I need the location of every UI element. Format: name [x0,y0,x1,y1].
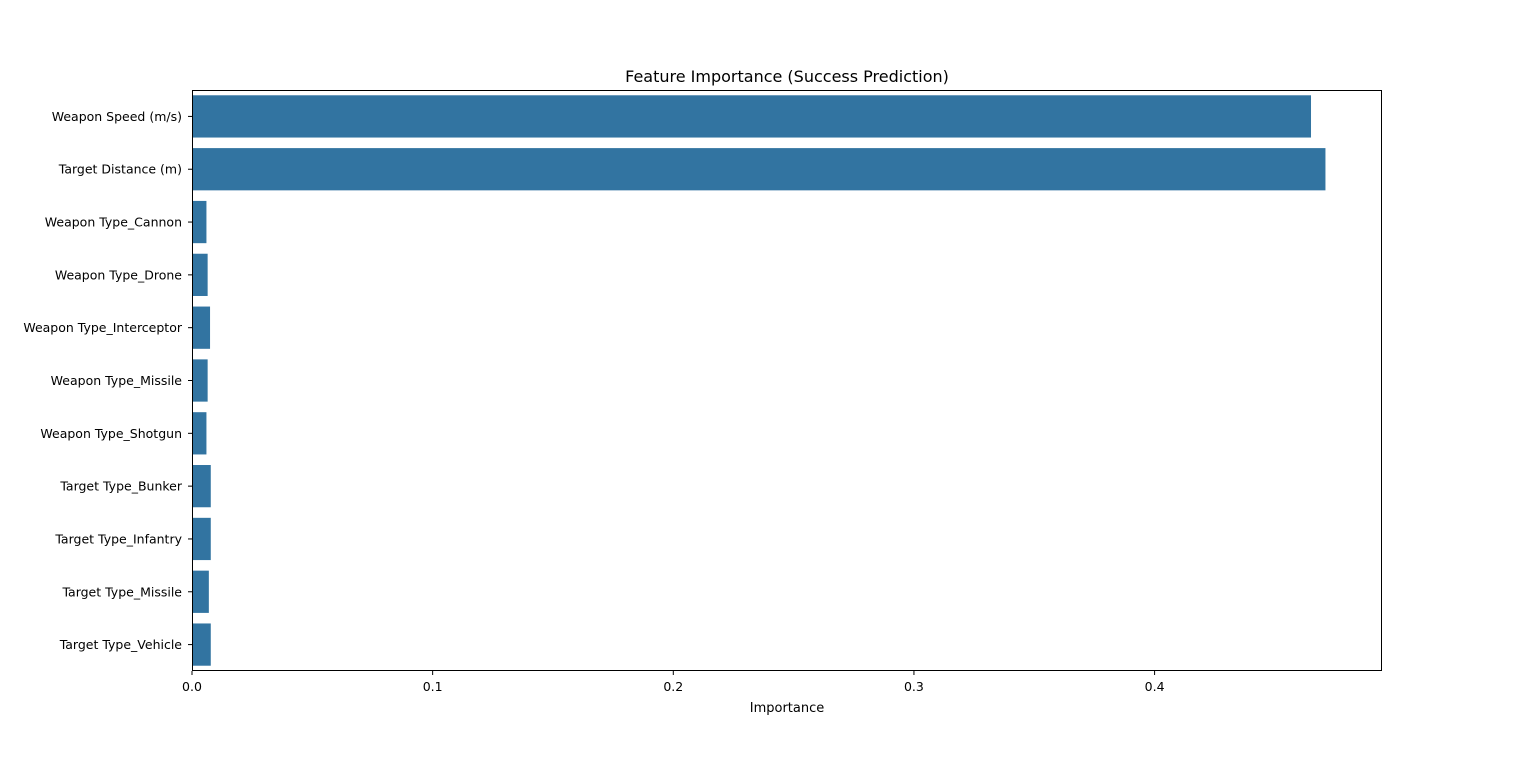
x-axis-label: Importance [750,701,825,716]
x-tick-label: 0.3 [904,679,924,694]
plot-frame [192,90,1382,671]
bar [192,623,211,666]
y-tick-label: Weapon Speed (m/s) [52,109,182,124]
y-tick-label: Target Distance (m) [58,162,182,177]
bar [192,517,211,561]
bar [192,200,207,244]
x-axis-ticks: 0.0 0.1 0.2 0.3 0.4 [182,671,1165,694]
bar [192,95,1312,138]
bar [192,306,211,349]
bar [192,412,207,455]
y-tick-label: Weapon Type_Cannon [45,215,182,230]
bar [192,359,208,402]
y-tick-label: Target Type_Missile [61,584,182,599]
chart-title: Feature Importance (Success Prediction) [625,67,949,86]
y-tick-label: Weapon Type_Missile [51,373,183,388]
x-tick-label: 0.2 [663,679,683,694]
y-axis-ticks: Weapon Speed (m/s) Target Distance (m) Wea… [23,109,192,652]
bar [192,465,211,508]
x-tick-label: 0.4 [1145,679,1165,694]
y-tick-label: Target Type_Vehicle [59,637,183,652]
y-tick-label: Weapon Type_Interceptor [23,320,183,335]
y-tick-label: Weapon Type_Drone [55,267,182,282]
y-tick-label: Target Type_Infantry [54,531,182,546]
bar [192,148,1326,191]
y-tick-label: Target Type_Bunker [59,479,183,494]
x-tick-label: 0.1 [423,679,443,694]
bar [192,570,209,613]
bars-group [192,95,1326,666]
x-tick-label: 0.0 [182,679,202,694]
bar [192,253,208,296]
y-tick-label: Weapon Type_Shotgun [40,426,182,441]
